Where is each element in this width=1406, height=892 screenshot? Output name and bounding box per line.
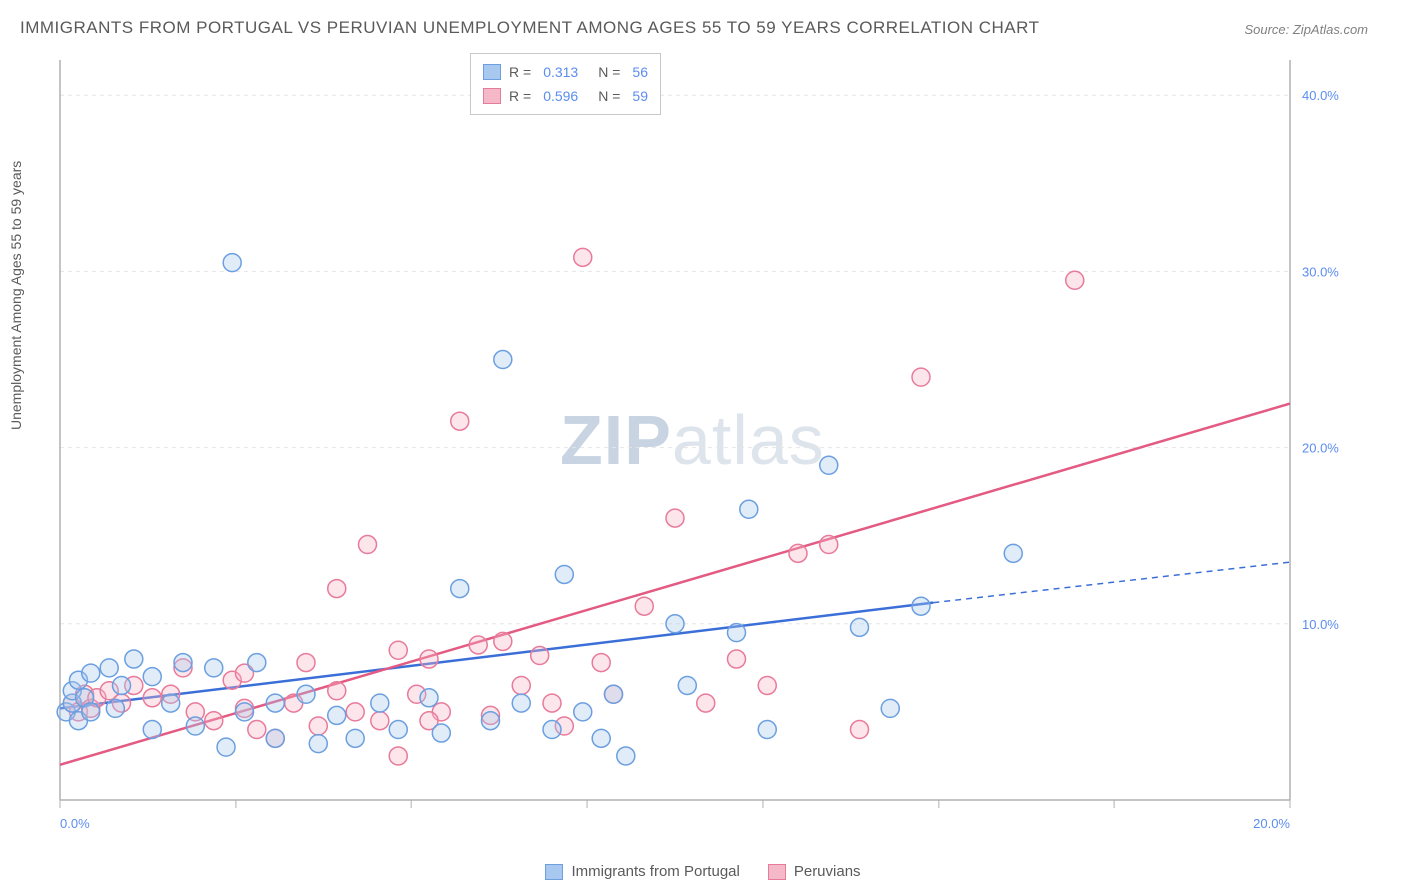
chart-title: IMMIGRANTS FROM PORTUGAL VS PERUVIAN UNE… [20, 18, 1039, 38]
y-axis-label: Unemployment Among Ages 55 to 59 years [8, 161, 24, 430]
source-attribution: Source: ZipAtlas.com [1244, 22, 1368, 37]
svg-text:0.0%: 0.0% [60, 816, 90, 831]
legend-row-portugal: R = 0.313 N = 56 [483, 60, 648, 84]
legend-item-portugal: Immigrants from Portugal [545, 863, 739, 880]
legend-item-peruvians: Peruvians [768, 863, 861, 880]
svg-text:30.0%: 30.0% [1302, 264, 1339, 279]
svg-text:20.0%: 20.0% [1253, 816, 1290, 831]
swatch-icon [545, 864, 563, 880]
svg-text:40.0%: 40.0% [1302, 88, 1339, 103]
svg-text:20.0%: 20.0% [1302, 441, 1339, 456]
correlation-legend: R = 0.313 N = 56 R = 0.596 N = 59 [470, 53, 661, 115]
legend-row-peruvians: R = 0.596 N = 59 [483, 84, 648, 108]
scatter-plot: 10.0% 20.0% 30.0% 40.0% 0.0% 20.0% [50, 50, 1360, 840]
svg-text:10.0%: 10.0% [1302, 617, 1339, 632]
swatch-icon [483, 64, 501, 80]
series-legend: Immigrants from Portugal Peruvians [0, 863, 1406, 880]
swatch-icon [768, 864, 786, 880]
swatch-icon [483, 88, 501, 104]
